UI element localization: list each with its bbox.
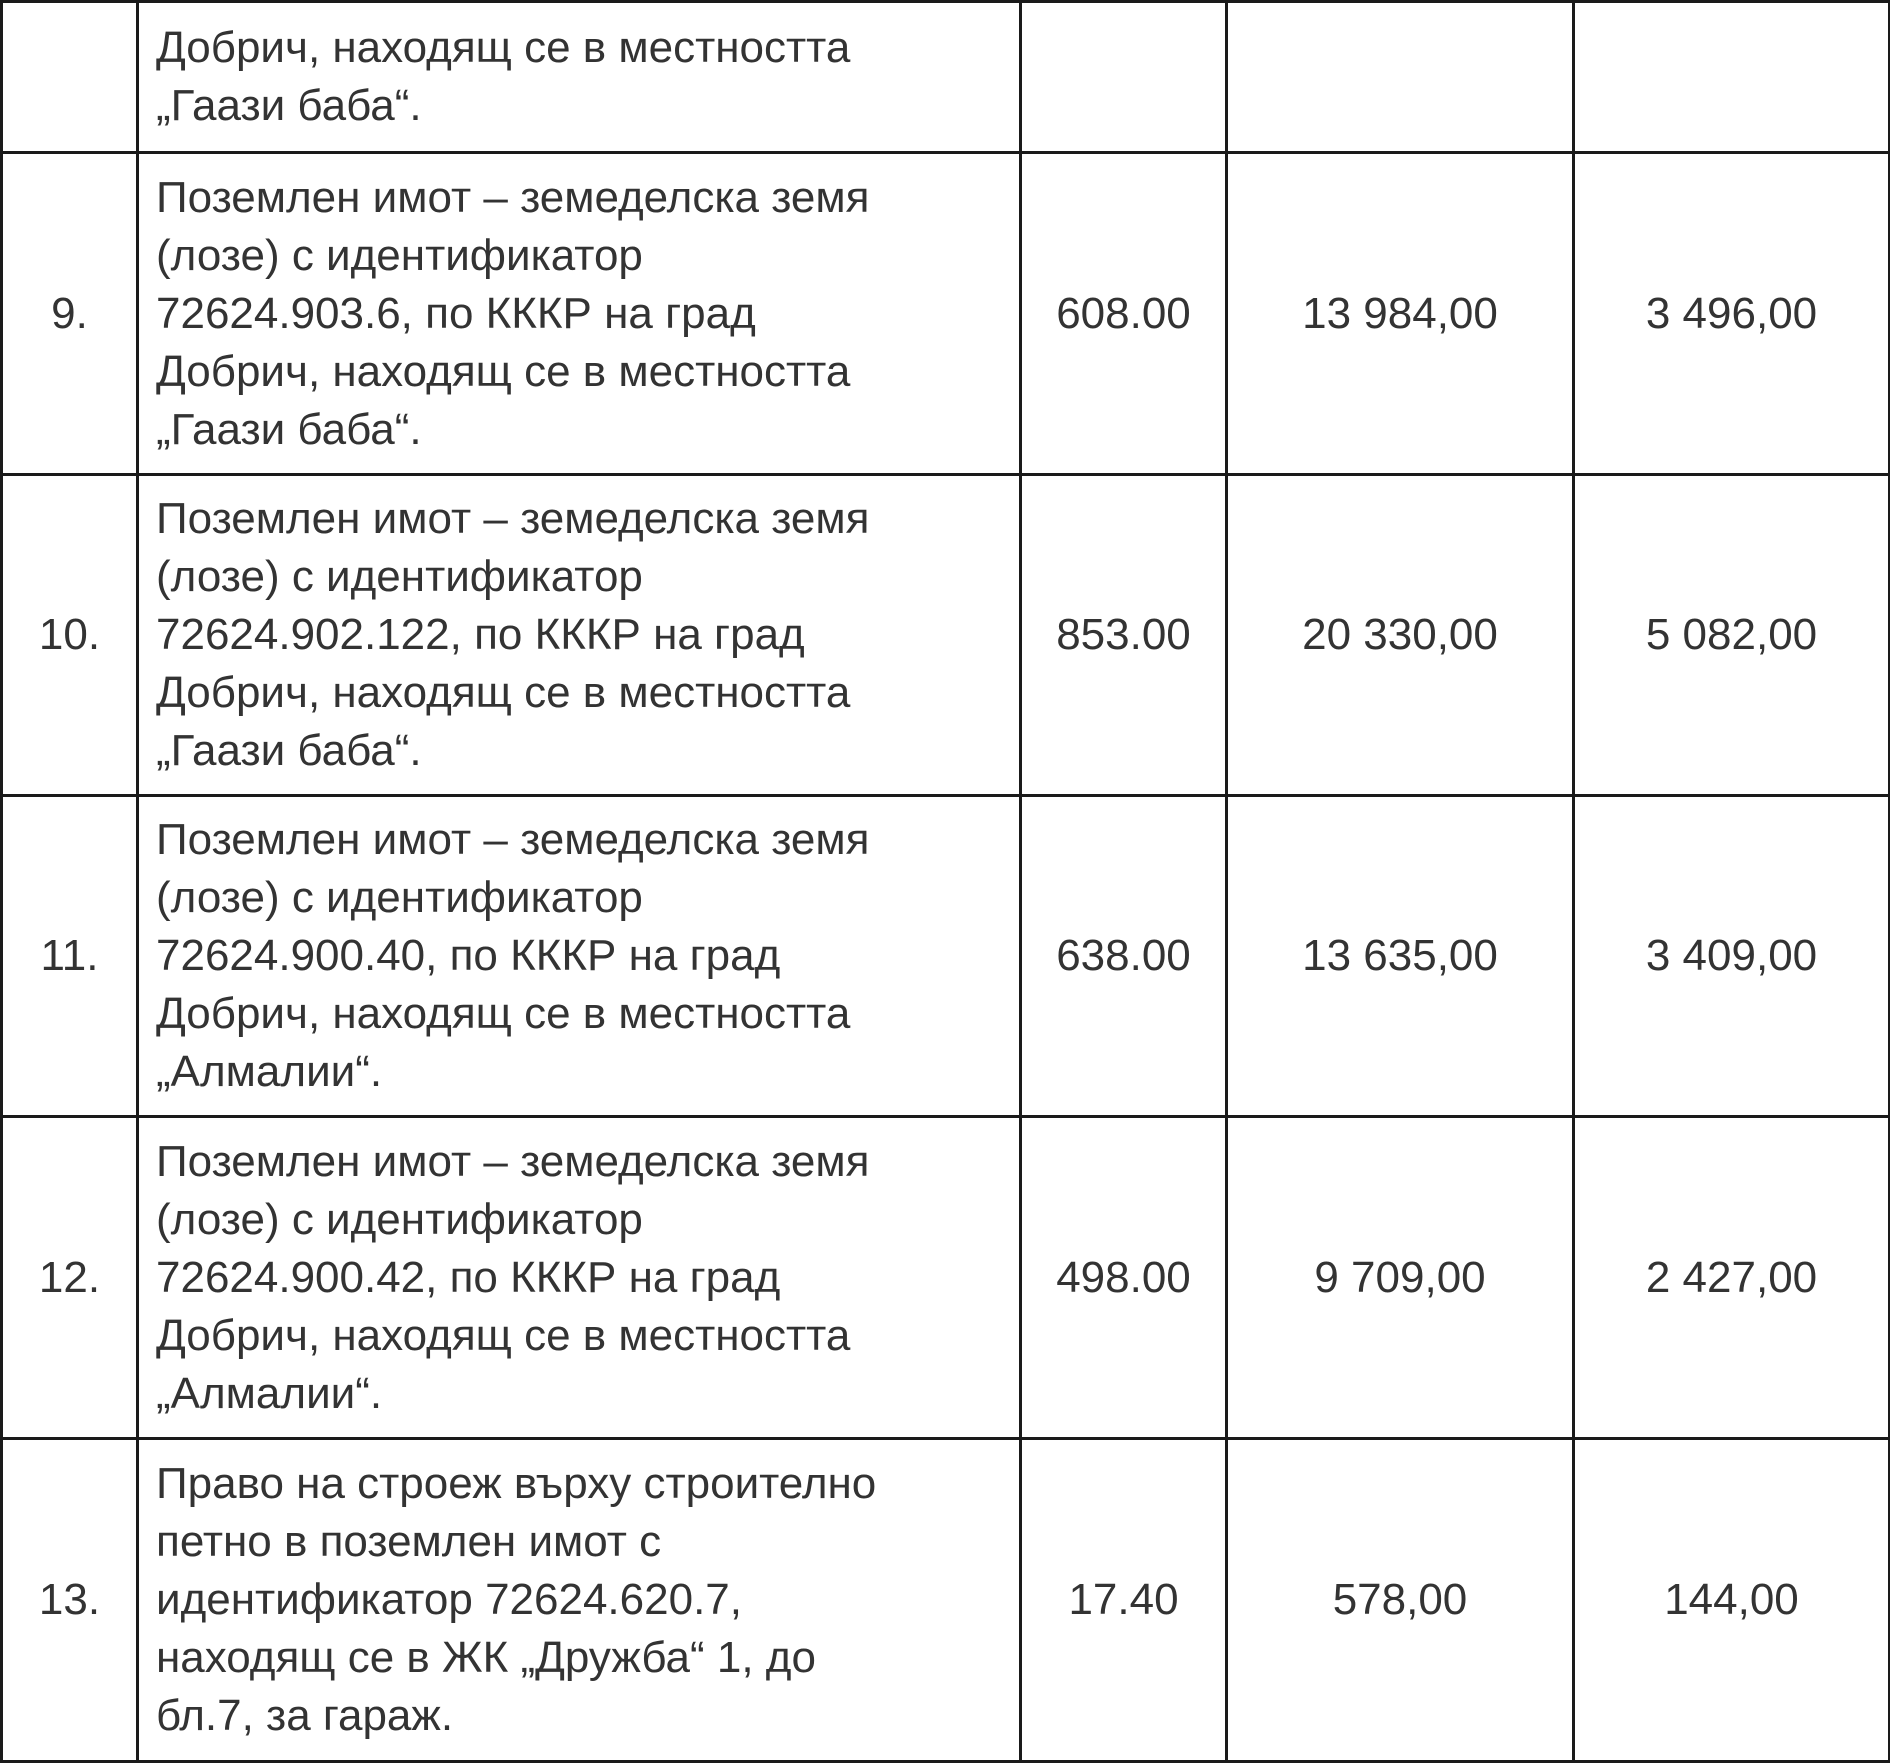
- table-row: Добрич, находящ се в местността „Гаази ба…: [0, 0, 1890, 154]
- price-value-secondary: 2 427,00: [1572, 1115, 1890, 1440]
- description-line: „Алмалии“.: [156, 1047, 383, 1096]
- description-line: бл.7, за гараж.: [156, 1691, 454, 1740]
- row-number: 9.: [0, 151, 139, 476]
- row-number: 10.: [0, 473, 139, 797]
- property-description: Поземлен имот – земеделска земя (лозе) с …: [136, 473, 1022, 797]
- description-line: Поземлен имот – земеделска земя: [156, 494, 870, 543]
- property-description: Добрич, находящ се в местността „Гаази ба…: [136, 0, 1022, 154]
- description-line: Добрич, находящ се в местността: [156, 989, 851, 1038]
- description-line: Поземлен имот – земеделска земя: [156, 172, 870, 222]
- area-value: 638.00: [1019, 794, 1228, 1118]
- description-line: „Гаази баба“.: [156, 81, 422, 130]
- description-line: 72624.902.122, по КККР на град: [156, 610, 805, 659]
- description-line: находящ се в ЖК „Дружба“ 1, до: [156, 1633, 816, 1682]
- property-description: Поземлен имот – земеделска земя (лозе) с …: [136, 794, 1022, 1118]
- table-row: 13. Право на строеж върху строително петно…: [0, 1437, 1890, 1763]
- description-line: Добрич, находящ се в местността: [156, 23, 851, 72]
- price-value-secondary: 3 496,00: [1572, 151, 1890, 476]
- description-line: Поземлен имот – земеделска земя: [156, 815, 870, 864]
- description-line: Добрич, находящ се в местността: [156, 1310, 851, 1360]
- description-line: (лозе) с идентификатор: [156, 230, 643, 280]
- price-value: 13 635,00: [1225, 794, 1575, 1118]
- description-line: 72624.900.42, по КККР на град: [156, 1252, 781, 1302]
- description-line: „Алмалии“.: [156, 1368, 383, 1418]
- row-number: 12.: [0, 1115, 139, 1440]
- row-number: [0, 0, 139, 154]
- description-line: (лозе) с идентификатор: [156, 873, 643, 922]
- description-line: 72624.903.6, по КККР на град: [156, 288, 756, 338]
- description-line: (лозе) с идентификатор: [156, 1194, 643, 1244]
- property-description: Поземлен имот – земеделска земя (лозе) с …: [136, 1115, 1022, 1440]
- price-value-secondary: 3 409,00: [1572, 794, 1890, 1118]
- property-description: Поземлен имот – земеделска земя (лозе) с …: [136, 151, 1022, 476]
- description-line: „Гаази баба“.: [156, 726, 422, 775]
- description-line: „Гаази баба“.: [156, 404, 422, 454]
- description-line: петно в поземлен имот с: [156, 1517, 662, 1566]
- table-row: 10. Поземлен имот – земеделска земя (лозе)…: [0, 473, 1890, 797]
- price-value-secondary: 144,00: [1572, 1437, 1890, 1763]
- area-value: 608.00: [1019, 151, 1228, 476]
- price-value: 20 330,00: [1225, 473, 1575, 797]
- description-line: 72624.900.40, по КККР на град: [156, 931, 781, 980]
- row-number: 11.: [0, 794, 139, 1118]
- table-row: 9. Поземлен имот – земеделска земя (лозе) …: [0, 151, 1890, 476]
- price-value: 9 709,00: [1225, 1115, 1575, 1440]
- description-line: Добрич, находящ се в местността: [156, 668, 851, 717]
- price-value: 578,00: [1225, 1437, 1575, 1763]
- description-line: (лозе) с идентификатор: [156, 552, 643, 601]
- table-row: 12. Поземлен имот – земеделска земя (лозе)…: [0, 1115, 1890, 1440]
- description-line: Добрич, находящ се в местността: [156, 346, 851, 396]
- price-value: 13 984,00: [1225, 151, 1575, 476]
- price-value-secondary: 5 082,00: [1572, 473, 1890, 797]
- property-description: Право на строеж върху строително петно в …: [136, 1437, 1022, 1763]
- description-line: Право на строеж върху строително: [156, 1459, 877, 1508]
- table-row: 11. Поземлен имот – земеделска земя (лозе)…: [0, 794, 1890, 1118]
- row-number: 13.: [0, 1437, 139, 1763]
- area-value: [1019, 0, 1228, 154]
- area-value: 17.40: [1019, 1437, 1228, 1763]
- description-line: идентификатор 72624.620.7,: [156, 1575, 742, 1624]
- price-value-secondary: [1572, 0, 1890, 154]
- description-line: Поземлен имот – земеделска земя: [156, 1136, 870, 1186]
- area-value: 853.00: [1019, 473, 1228, 797]
- price-value: [1225, 0, 1575, 154]
- area-value: 498.00: [1019, 1115, 1228, 1440]
